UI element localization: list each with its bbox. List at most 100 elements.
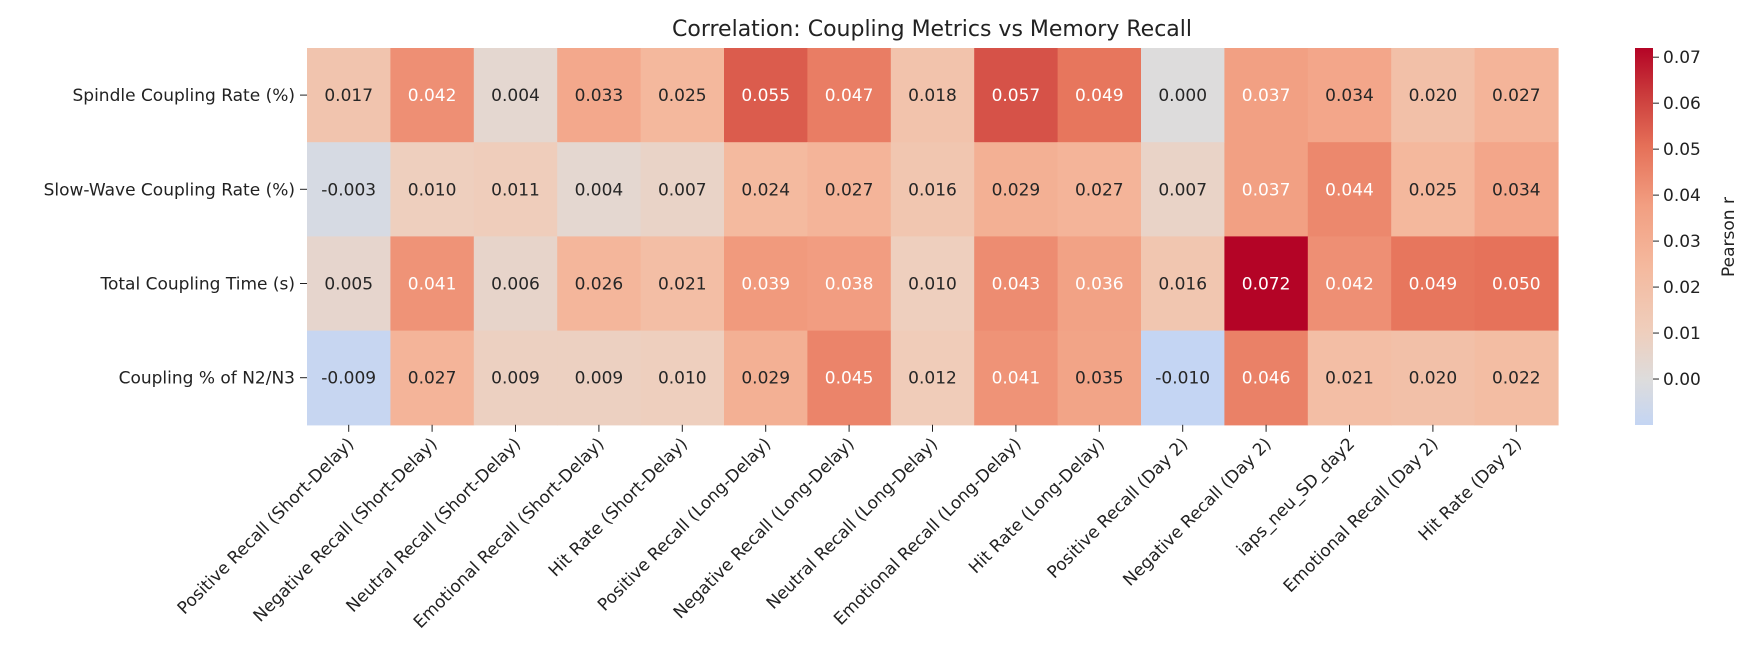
heatmap-cell	[1057, 142, 1142, 237]
heatmap-cell	[390, 142, 475, 237]
heatmap-cell	[390, 236, 475, 332]
cell-value-label: 0.033	[575, 86, 624, 106]
heatmap-cell	[1307, 236, 1392, 332]
cell-value-label: 0.055	[741, 86, 790, 106]
cell-value-label: 0.005	[324, 275, 373, 295]
column-label: Positive Recall (Short-Delay)	[174, 434, 358, 618]
cell-value-label: 0.026	[575, 275, 624, 295]
heatmap-cell	[640, 142, 725, 237]
heatmap-cell	[307, 330, 391, 426]
heatmap-cell	[640, 48, 725, 143]
cell-value-label: 0.010	[408, 180, 457, 200]
cell-value-label: -0.009	[321, 369, 376, 389]
column-label: Negative Recall (Long-Delay)	[670, 434, 859, 623]
heatmap-cell	[1474, 330, 1559, 426]
row-labels: Spindle Coupling Rate (%) Slow-Wave Coupl…	[44, 86, 307, 389]
cell-value-label: 0.034	[1492, 180, 1541, 200]
cell-value-label: 0.007	[1158, 180, 1207, 200]
heatmap-cell	[890, 236, 975, 332]
cell-value-label: 0.021	[658, 275, 707, 295]
colorbar-tick-label: 0.05	[1663, 140, 1701, 160]
heatmap-cell	[473, 48, 558, 143]
heatmap-cell	[557, 142, 642, 237]
heatmap-cell	[640, 330, 725, 426]
heatmap-cell	[1141, 330, 1225, 426]
cell-value-label: 0.027	[1492, 86, 1541, 106]
heatmap-cell	[307, 48, 391, 143]
cell-value-label: 0.038	[825, 275, 874, 295]
cell-value-label: 0.016	[1158, 275, 1207, 295]
row-label: Coupling % of N2/N3	[119, 369, 295, 389]
cell-value-label: 0.020	[1409, 369, 1458, 389]
row-label: Spindle Coupling Rate (%)	[72, 86, 295, 106]
colorbar-tick-label: 0.07	[1663, 48, 1701, 68]
cell-value-label: 0.025	[1409, 180, 1458, 200]
cell-value-label: 0.006	[491, 275, 540, 295]
column-label: Positive Recall (Long-Delay)	[594, 434, 775, 615]
heatmap-cell	[1391, 330, 1476, 426]
cell-value-label: 0.034	[1325, 86, 1374, 106]
row-label: Total Coupling Time (s)	[100, 275, 296, 295]
cell-value-label: 0.024	[741, 180, 790, 200]
heatmap-cell	[1057, 236, 1142, 332]
heatmap-cell	[807, 142, 892, 237]
heatmap-cell	[724, 330, 808, 426]
heatmap-cell	[724, 48, 808, 143]
cell-value-label: 0.022	[1492, 369, 1541, 389]
column-labels: Positive Recall (Short-Delay)Negative Re…	[174, 424, 1526, 633]
heatmap-cell	[557, 330, 642, 426]
heatmap-cell	[390, 330, 475, 426]
heatmap-cell	[1057, 330, 1142, 426]
heatmap-cell	[974, 48, 1059, 143]
column-label: Neutral Recall (Short-Delay)	[343, 434, 525, 616]
cell-value-label: 0.029	[741, 369, 790, 389]
colorbar-tick-label: 0.06	[1663, 94, 1701, 114]
row-label: Slow-Wave Coupling Rate (%)	[44, 180, 295, 200]
heatmap-cell	[1141, 142, 1225, 237]
cell-value-label: 0.004	[575, 180, 624, 200]
cell-value-label: 0.037	[1242, 180, 1291, 200]
heatmap-cell	[890, 330, 975, 426]
heatmap-cell	[390, 48, 475, 143]
cell-value-label: 0.045	[825, 369, 874, 389]
heatmap-cell	[807, 330, 892, 426]
cell-value-label: 0.011	[491, 180, 540, 200]
heatmap-cell	[1307, 48, 1392, 143]
cell-value-label: 0.050	[1492, 275, 1541, 295]
cell-value-label: 0.039	[741, 275, 790, 295]
column-label: Negative Recall (Short-Delay)	[250, 434, 442, 626]
cell-value-label: 0.049	[1409, 275, 1458, 295]
cell-value-label: 0.027	[825, 180, 874, 200]
cell-value-label: 0.041	[408, 275, 457, 295]
heatmap-cell	[1224, 330, 1309, 426]
cell-value-label: 0.027	[408, 369, 457, 389]
heatmap-cell	[557, 236, 642, 332]
heatmap-cell	[724, 236, 808, 332]
cell-value-label: 0.049	[1075, 86, 1124, 106]
heatmap-cell	[1391, 48, 1476, 143]
cell-value-label: 0.027	[1075, 180, 1124, 200]
heatmap-cell	[1474, 142, 1559, 237]
heatmap-cell	[473, 330, 558, 426]
heatmap-cell	[473, 236, 558, 332]
cell-value-label: 0.035	[1075, 369, 1124, 389]
cell-value-label: 0.007	[658, 180, 707, 200]
chart-title: Correlation: Coupling Metrics vs Memory …	[672, 17, 1192, 42]
heatmap-cell	[1057, 48, 1142, 143]
heatmap-cell	[890, 142, 975, 237]
heatmap-cell	[557, 48, 642, 143]
cell-value-label: 0.000	[1158, 86, 1207, 106]
cell-value-label: 0.047	[825, 86, 874, 106]
cell-value-label: 0.018	[908, 86, 957, 106]
colorbar-gradient	[1635, 48, 1653, 425]
cell-value-label: 0.009	[491, 369, 540, 389]
cell-value-label: 0.021	[1325, 369, 1374, 389]
cell-value-label: 0.043	[992, 275, 1041, 295]
colorbar: 0.00 0.01 0.02 0.03 0.04 0.05 0.06 0.07 Pearson…	[1635, 48, 1739, 425]
column-label: Hit Rate (Long-Delay)	[965, 434, 1109, 578]
cell-value-label: 0.036	[1075, 275, 1124, 295]
heatmap-cell	[1391, 236, 1476, 332]
colorbar-tick-label: 0.02	[1663, 278, 1701, 298]
heatmap-cell	[1141, 236, 1225, 332]
cell-value-label: 0.041	[992, 369, 1041, 389]
